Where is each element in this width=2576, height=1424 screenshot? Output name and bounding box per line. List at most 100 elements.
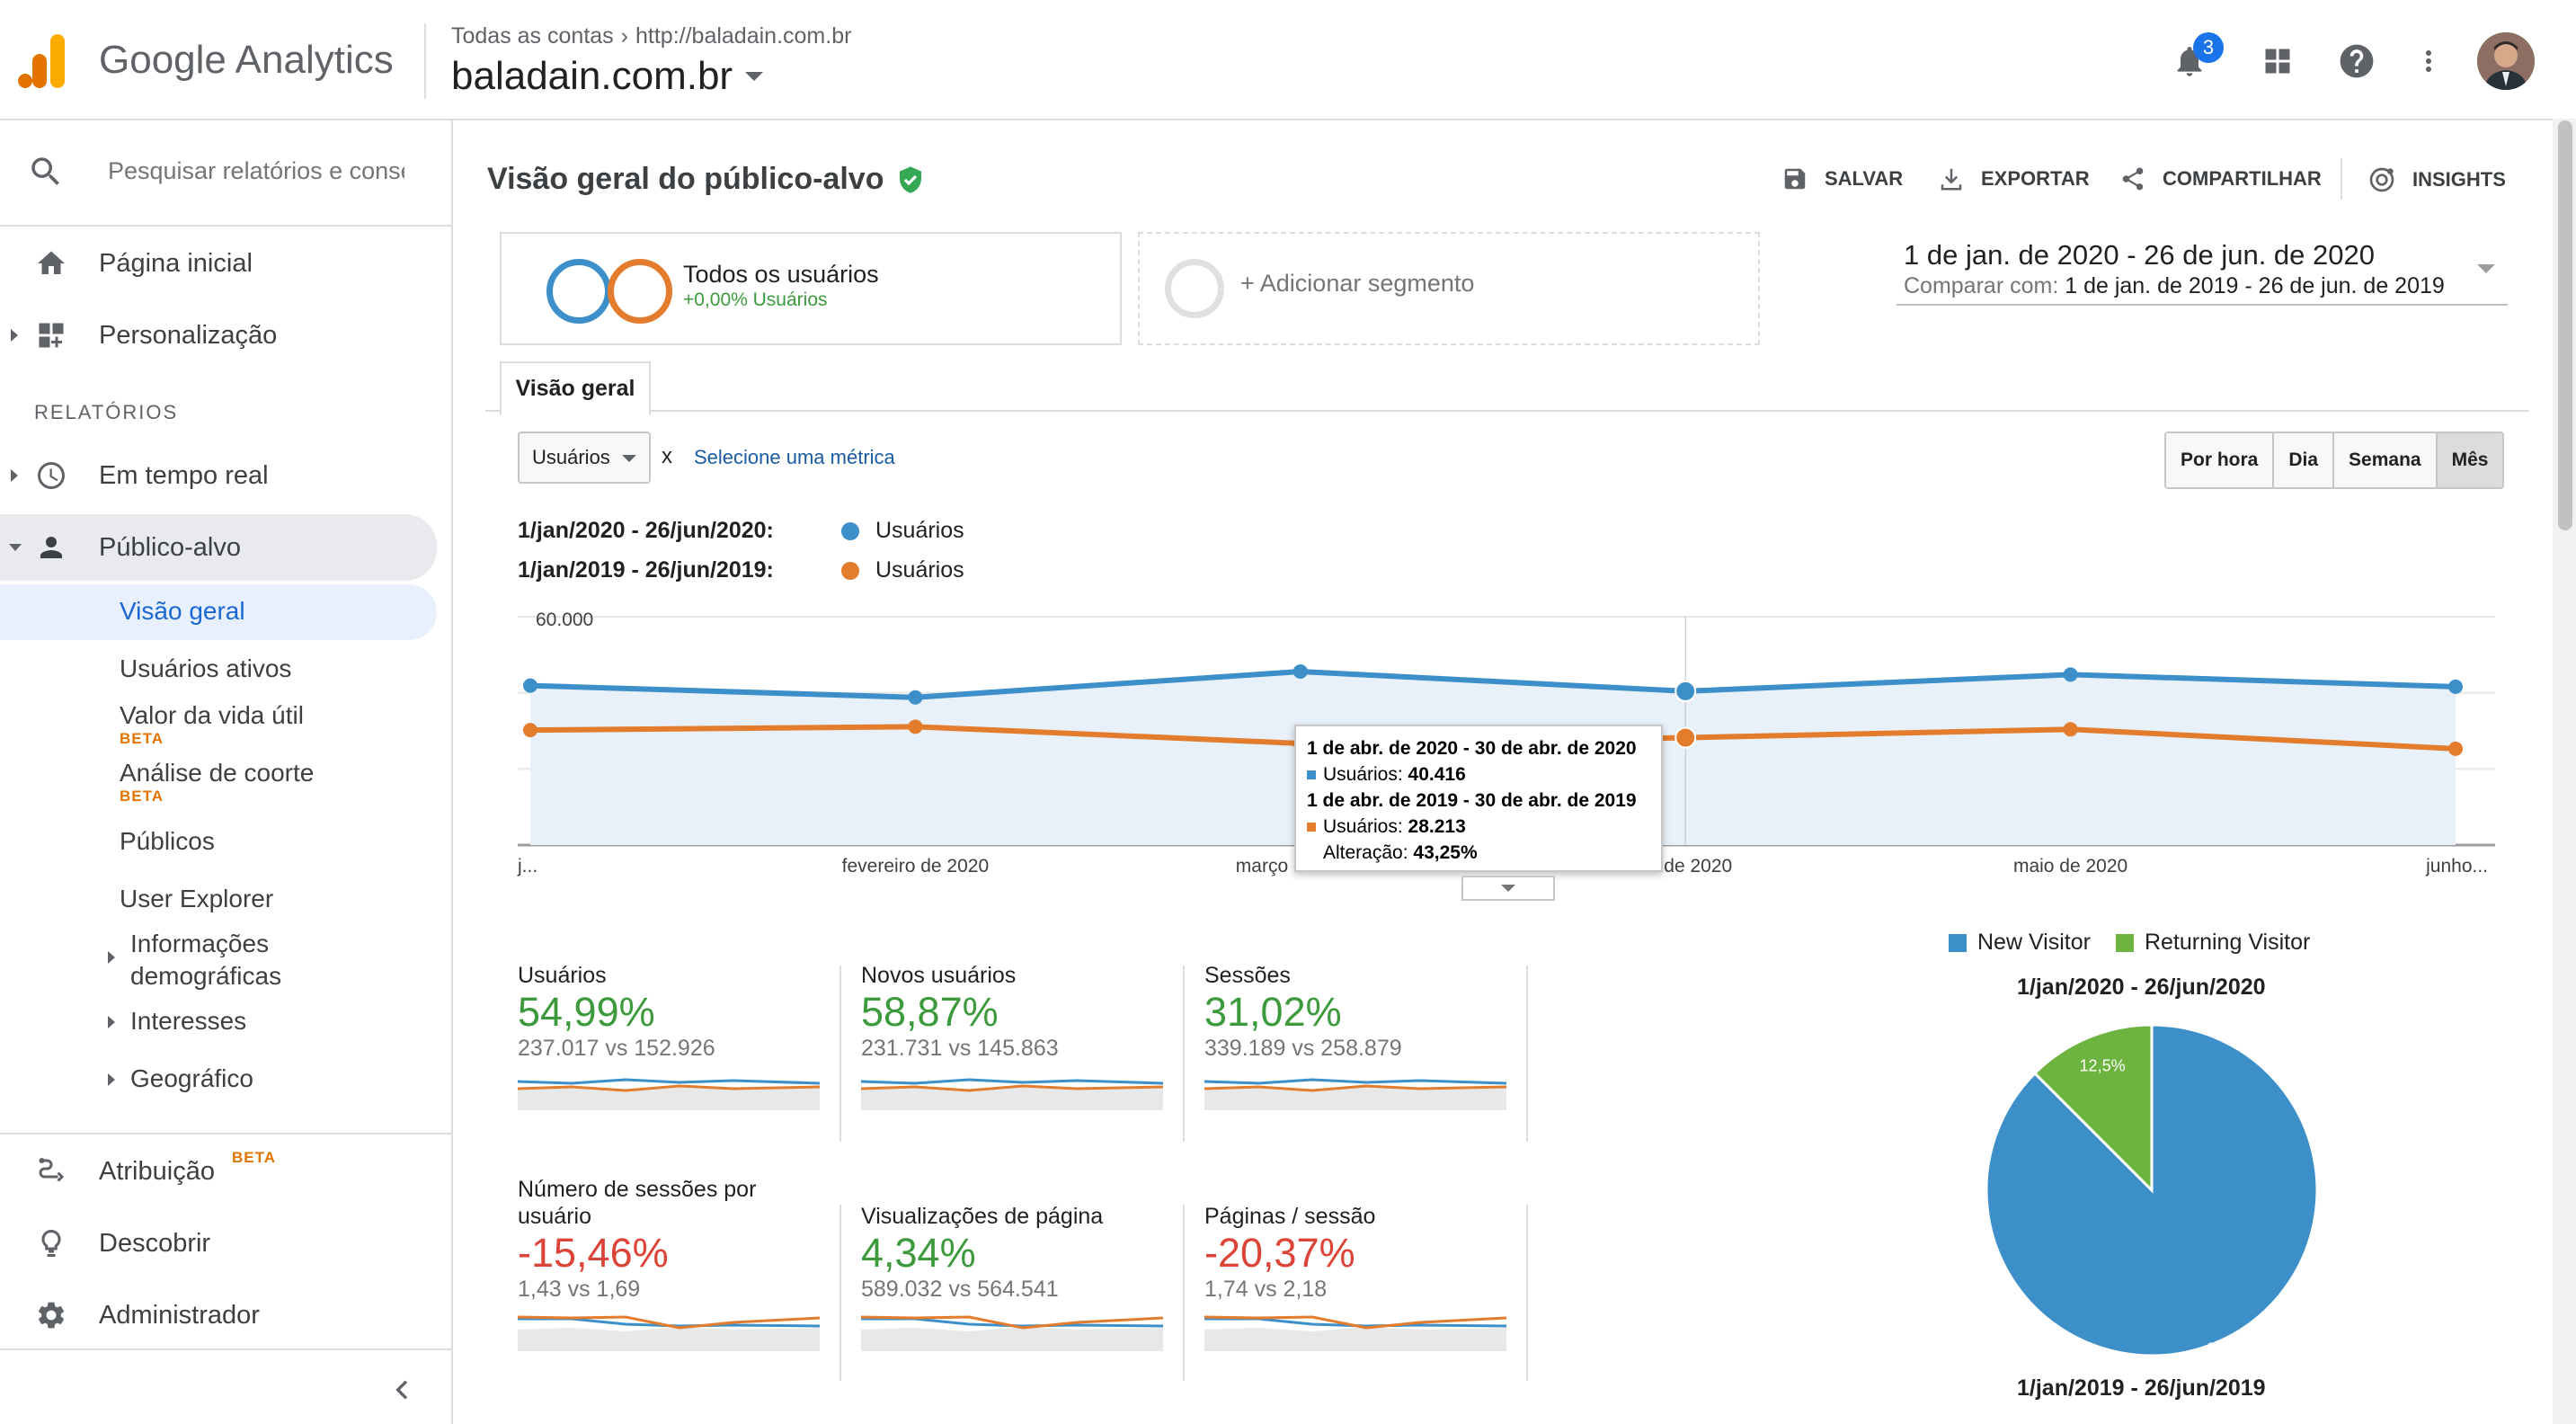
more-vert-icon bbox=[2426, 50, 2431, 72]
sparkline-previous bbox=[1204, 1084, 1506, 1092]
data-point bbox=[2063, 667, 2078, 682]
page-scrollbar-thumb[interactable] bbox=[2558, 120, 2572, 530]
sidebar-item-home[interactable]: Página inicial bbox=[0, 232, 437, 295]
segment-circle-icon bbox=[608, 259, 672, 324]
breadcrumb-accounts[interactable]: Todas as contas bbox=[451, 23, 614, 49]
scorecard[interactable]: Sessões 31,02% 339.189 vs 258.879 bbox=[1204, 962, 1548, 1110]
scorecard[interactable]: Páginas / sessão -20,37% 1,74 vs 2,18 bbox=[1204, 1203, 1548, 1351]
granularity-hour-button[interactable]: Por hora bbox=[2166, 433, 2275, 487]
help-icon bbox=[2340, 44, 2374, 78]
scorecard[interactable]: Novos usuários 58,87% 231.731 vs 145.863 bbox=[861, 962, 1204, 1110]
y-tick-label: 60.000 bbox=[536, 610, 593, 630]
metric-dropdown[interactable]: Usuários bbox=[518, 432, 651, 484]
sidebar-item-label: Interesses bbox=[130, 1007, 247, 1035]
expand-arrow-icon[interactable] bbox=[11, 469, 18, 482]
scorecard-name: Usuários bbox=[518, 963, 607, 988]
scorecard-comparison: 589.032 vs 564.541 bbox=[861, 1277, 1059, 1302]
expand-arrow-icon[interactable] bbox=[11, 329, 18, 342]
date-compare[interactable]: Comparar com: 1 de jan. de 2019 - 26 de … bbox=[1904, 273, 2445, 299]
select-metric-link[interactable]: Selecione uma métrica bbox=[694, 446, 895, 468]
date-range[interactable]: 1 de jan. de 2020 - 26 de jun. de 2020 bbox=[1904, 239, 2375, 271]
insights-button[interactable]: INSIGHTS bbox=[2367, 165, 2506, 194]
chevron-right-icon: › bbox=[620, 23, 628, 49]
person-icon bbox=[34, 530, 68, 565]
sidebar-item-audience-overview[interactable]: Visão geral bbox=[0, 584, 437, 640]
scorecard-divider bbox=[839, 966, 841, 1142]
granularity-day-button[interactable]: Dia bbox=[2274, 433, 2335, 487]
data-point bbox=[908, 690, 923, 705]
x-tick-label: maio de 2020 bbox=[2013, 856, 2127, 877]
sparkline-previous bbox=[518, 1315, 820, 1330]
pie-slice[interactable] bbox=[1985, 1023, 2319, 1357]
granularity-toggle: Por hora Dia Semana Mês bbox=[2164, 432, 2505, 489]
pie-slice-label: 12,5% bbox=[2080, 1056, 2126, 1074]
sidebar-item-label: Informações bbox=[130, 930, 270, 957]
chart-expand-handle[interactable] bbox=[1461, 876, 1555, 901]
apps-button[interactable] bbox=[2252, 36, 2303, 86]
scorecard-comparison: 1,43 vs 1,69 bbox=[518, 1277, 641, 1302]
save-button[interactable]: SALVAR bbox=[1781, 165, 1903, 192]
scorecard[interactable]: Número de sessões por usuário -15,46% 1,43… bbox=[518, 1176, 861, 1351]
help-button[interactable] bbox=[2332, 36, 2382, 86]
sidebar-item-label: Personalização bbox=[99, 320, 278, 350]
chevron-left-icon[interactable] bbox=[388, 1375, 417, 1404]
granularity-week-button[interactable]: Semana bbox=[2334, 433, 2438, 487]
product-name[interactable]: Google Analytics bbox=[99, 38, 394, 82]
vs-separator: x bbox=[662, 444, 672, 468]
legend-series: Usuários bbox=[875, 557, 964, 583]
data-point bbox=[2448, 679, 2463, 694]
chart-tooltip: 1 de abr. de 2020 - 30 de abr. de 2020 U… bbox=[1294, 725, 1663, 872]
pie-legend-new: New Visitor bbox=[1977, 930, 2091, 955]
granularity-month-button[interactable]: Mês bbox=[2437, 433, 2503, 487]
sidebar-item-discover[interactable]: Descobrir bbox=[0, 1212, 437, 1275]
pie-chart[interactable]: 87,5% 12,5% bbox=[1983, 1021, 2321, 1359]
legend-period: 1/jan/2019 - 26/jun/2019: bbox=[518, 557, 774, 583]
sidebar-item-admin[interactable]: Administrador bbox=[0, 1284, 437, 1347]
analytics-logo-icon[interactable] bbox=[18, 34, 68, 88]
sidebar-item-customization[interactable]: Personalização bbox=[0, 304, 437, 367]
add-segment-button[interactable] bbox=[1138, 232, 1760, 345]
sidebar-item-audience[interactable]: Público-alvo bbox=[0, 514, 437, 581]
tooltip-period: 1 de abr. de 2020 - 30 de abr. de 2020 bbox=[1307, 737, 1637, 759]
expand-arrow-icon[interactable] bbox=[108, 1073, 115, 1086]
sparkline-area bbox=[518, 1327, 820, 1351]
top-bar bbox=[0, 0, 2576, 120]
share-button[interactable]: COMPARTILHAR bbox=[2119, 165, 2322, 192]
data-point bbox=[523, 723, 537, 738]
tab-overview[interactable]: Visão geral bbox=[500, 361, 651, 415]
breadcrumb-property-url[interactable]: http://baladain.com.br bbox=[635, 23, 852, 49]
more-options-button[interactable] bbox=[2403, 36, 2454, 86]
property-selector[interactable]: baladain.com.br bbox=[451, 54, 764, 99]
legend-dot-icon bbox=[841, 521, 859, 540]
scorecard-divider bbox=[839, 1205, 841, 1381]
tooltip-value-row: Usuários: 28.213 bbox=[1307, 814, 1650, 840]
search-input[interactable] bbox=[106, 156, 406, 186]
expand-arrow-icon[interactable] bbox=[108, 951, 115, 964]
sidebar-item-realtime[interactable]: Em tempo real bbox=[0, 444, 437, 507]
metric-dropdown-value: Usuários bbox=[532, 446, 610, 468]
date-dropdown-arrow-icon[interactable] bbox=[2477, 264, 2495, 273]
sidebar-item-attribution[interactable]: Atribuição BETA bbox=[0, 1140, 437, 1203]
avatar[interactable] bbox=[2477, 32, 2535, 90]
sparkline-current bbox=[518, 1078, 820, 1085]
breadcrumb[interactable]: Todas as contas › http://baladain.com.br bbox=[451, 23, 851, 49]
export-button[interactable]: EXPORTAR bbox=[1938, 165, 2090, 192]
sidebar-item-label: Descobrir bbox=[99, 1228, 211, 1258]
sidebar-divider bbox=[0, 1348, 451, 1350]
sparkline-area bbox=[861, 1327, 1163, 1351]
share-icon bbox=[2122, 167, 2144, 191]
sparkline-area bbox=[1204, 1086, 1506, 1110]
x-tick-label: j... bbox=[517, 856, 537, 877]
insights-icon bbox=[2369, 167, 2394, 192]
legend-series: Usuários bbox=[875, 518, 964, 543]
scorecard[interactable]: Usuários 54,99% 237.017 vs 152.926 bbox=[518, 962, 861, 1110]
collapse-arrow-icon[interactable] bbox=[9, 544, 22, 551]
pie-slice-label: 87,5% bbox=[2207, 1339, 2252, 1357]
scorecard[interactable]: Visualizações de página 4,34% 589.032 vs 5… bbox=[861, 1203, 1204, 1351]
pie-slice[interactable] bbox=[2032, 1023, 2154, 1194]
search-icon[interactable] bbox=[27, 153, 65, 191]
tooltip-label: Alteração: bbox=[1323, 841, 1408, 863]
sidebar-item-label: Em tempo real bbox=[99, 460, 269, 490]
expand-arrow-icon[interactable] bbox=[108, 1016, 115, 1028]
data-point bbox=[1292, 663, 1308, 679]
